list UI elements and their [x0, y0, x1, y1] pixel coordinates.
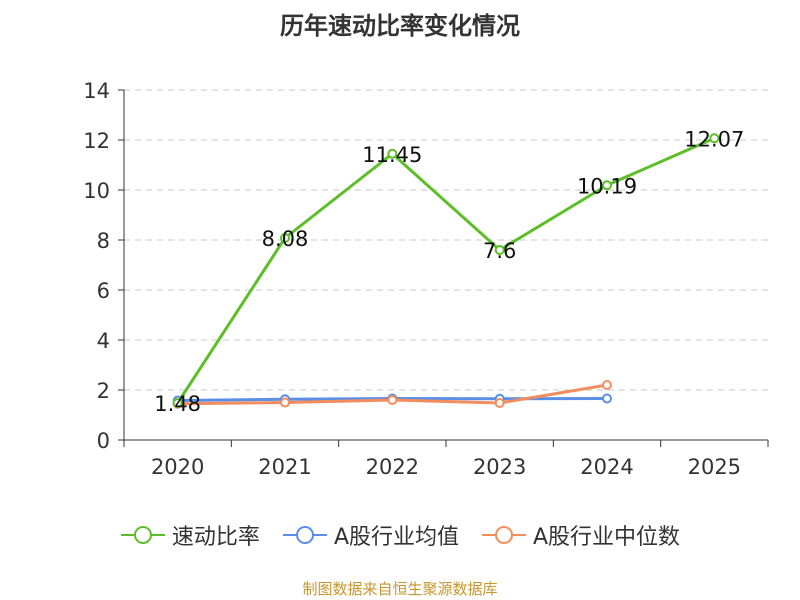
data-label: 12.07: [684, 127, 744, 151]
data-label: 1.48: [154, 392, 201, 416]
data-point: [602, 393, 612, 404]
data-point: [602, 180, 612, 191]
x-tick-label: 2022: [366, 455, 419, 479]
x-tick-label: 2021: [258, 455, 311, 479]
series-line: [176, 136, 715, 404]
legend-marker-icon: [282, 526, 327, 544]
data-point: [172, 398, 183, 408]
legend-marker-icon: [482, 526, 526, 544]
source-note: 制图数据来自恒生聚源数据库: [302, 580, 498, 598]
data-point: [280, 233, 290, 243]
data-point: [280, 397, 290, 408]
data-label: 8.08: [262, 227, 309, 251]
x-tick-label: 2025: [688, 455, 741, 479]
data-point: [602, 380, 612, 390]
legend-label: A股行业中位数: [533, 525, 681, 550]
x-tick-label: 2020: [151, 455, 204, 479]
data-point: [494, 398, 505, 408]
x-tick-label: 2024: [580, 455, 633, 479]
data-point: [494, 245, 505, 255]
data-point: [387, 148, 398, 159]
y-tick-label: 8: [97, 229, 110, 253]
data-label: 7.6: [483, 239, 516, 263]
y-tick-label: 6: [97, 279, 110, 303]
legend-label: A股行业均值: [333, 525, 459, 550]
y-tick-label: 4: [97, 329, 110, 353]
legend-item-quick-ratio[interactable]: 速动比率: [120, 519, 260, 551]
y-tick-label: 12: [83, 129, 110, 153]
legend-item-industry-mean[interactable]: A股行业均值: [282, 519, 459, 551]
x-tick-label: 2023: [473, 455, 526, 479]
y-tick-label: 10: [83, 179, 110, 203]
legend-marker-icon: [120, 526, 165, 544]
data-label: 10.19: [577, 174, 637, 198]
y-tick-label: 2: [97, 379, 110, 403]
chart-title: 历年速动比率变化情况: [280, 12, 520, 40]
legend: 速动比率 A股行业均值 A股行业中位数: [0, 519, 800, 551]
data-point: [387, 395, 398, 405]
y-tick-label: 14: [83, 79, 110, 103]
y-tick-label: 0: [97, 429, 110, 453]
legend-item-industry-median[interactable]: A股行业中位数: [481, 519, 680, 551]
data-point: [709, 133, 720, 144]
data-label: 11.45: [362, 143, 422, 167]
legend-label: 速动比率: [171, 525, 260, 550]
